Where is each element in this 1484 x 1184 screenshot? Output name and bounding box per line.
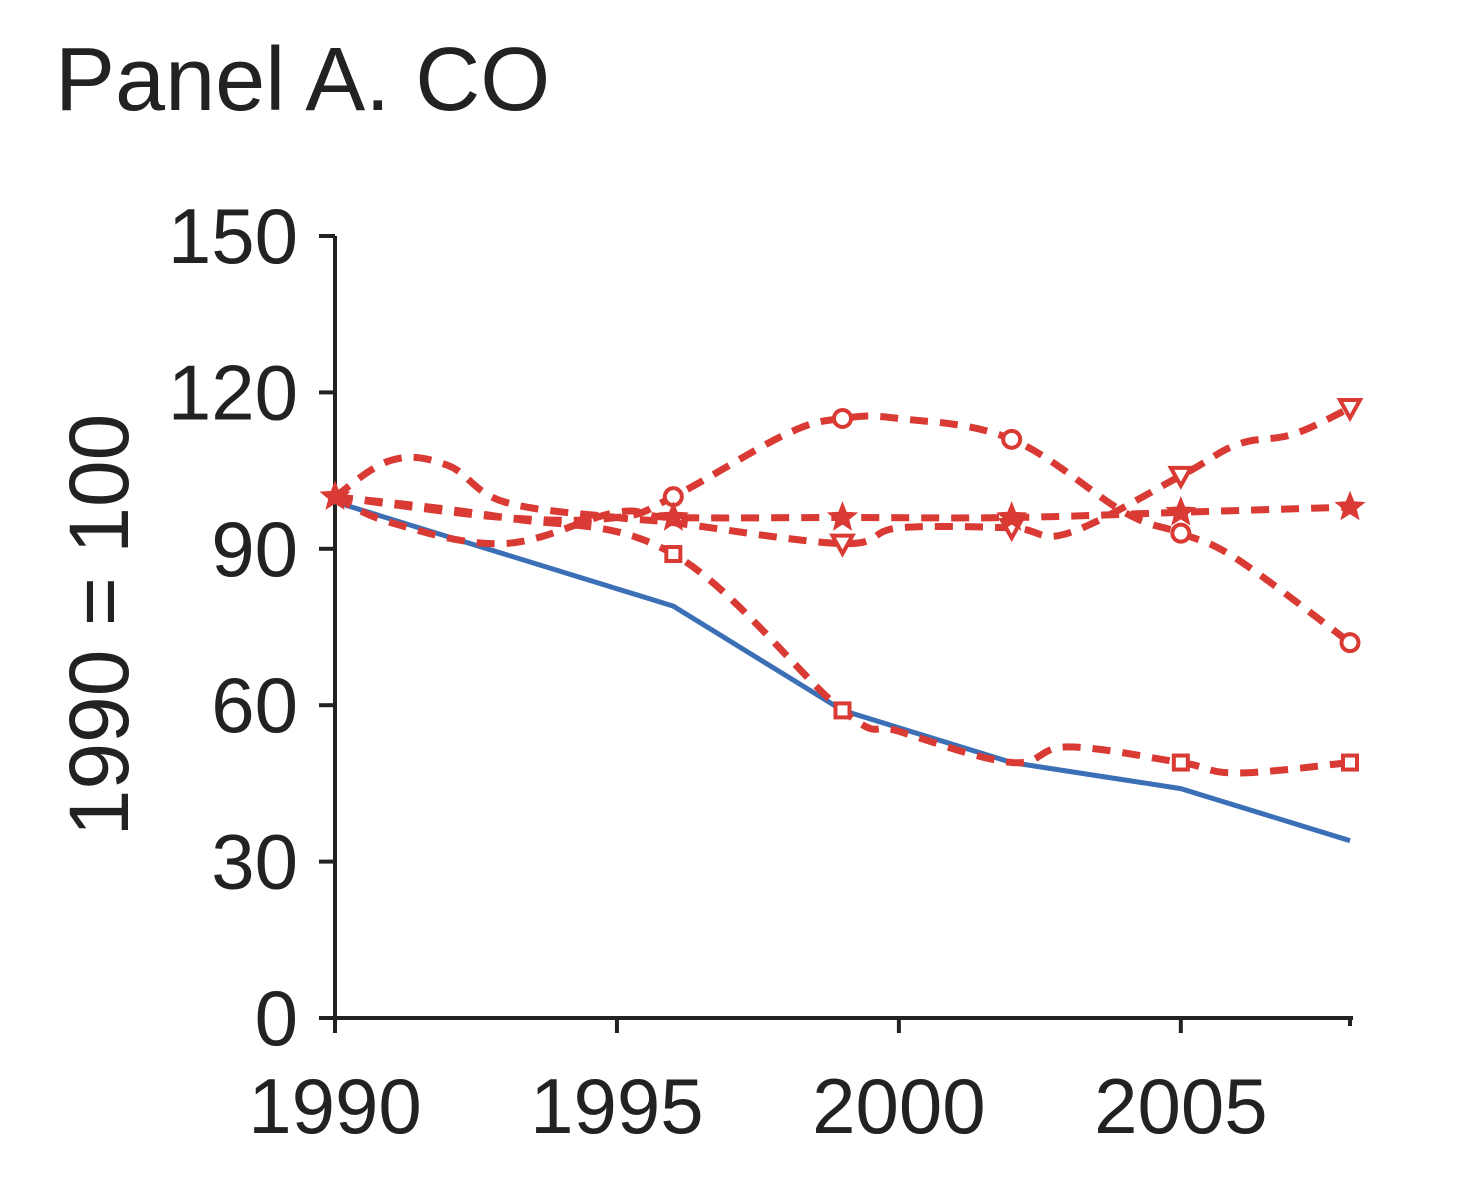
y-tick-label: 150 — [168, 192, 298, 280]
square-marker — [664, 545, 683, 564]
y-tick-label: 0 — [255, 974, 298, 1062]
x-tick-label: 1995 — [530, 1062, 704, 1150]
y-tick-label: 120 — [168, 348, 298, 436]
star-marker — [319, 480, 351, 510]
chart-title: Panel A. CO — [55, 30, 550, 130]
x-axis-ticks: 1990 1995 2000 2005 — [248, 1018, 1352, 1150]
circle-marker — [832, 407, 853, 429]
x-tick-label: 1990 — [248, 1062, 422, 1150]
star-marker — [826, 501, 859, 531]
star-marker — [1334, 490, 1366, 521]
triangle-down-marker — [829, 533, 856, 558]
triangle-down-marker — [1167, 465, 1195, 490]
y-tick-label: 90 — [211, 505, 298, 593]
circle-marker — [1339, 632, 1361, 654]
y-tick-label: 30 — [211, 818, 298, 906]
triangle-down-marker — [1336, 398, 1364, 423]
star-marker — [657, 501, 689, 531]
circle-marker-series — [334, 412, 1353, 646]
star-marker — [1165, 495, 1197, 526]
star-marker-series — [333, 493, 1351, 548]
solid-line-series — [334, 499, 1351, 844]
circle-marker — [1001, 428, 1023, 450]
square-marker — [1171, 753, 1190, 772]
y-axis-ticks: 0 30 60 90 120 150 — [168, 192, 335, 1062]
square-marker — [833, 701, 852, 720]
x-tick-label: 2000 — [812, 1062, 986, 1150]
x-tick-label: 2005 — [1094, 1062, 1268, 1150]
marker-layer — [319, 398, 1366, 772]
y-axis-title: 1990 = 100 — [52, 414, 146, 837]
y-tick-label: 60 — [211, 661, 298, 749]
star-marker — [996, 501, 1028, 531]
series-layer — [332, 404, 1353, 844]
square-marker — [1341, 753, 1359, 772]
circle-marker — [1170, 522, 1192, 544]
